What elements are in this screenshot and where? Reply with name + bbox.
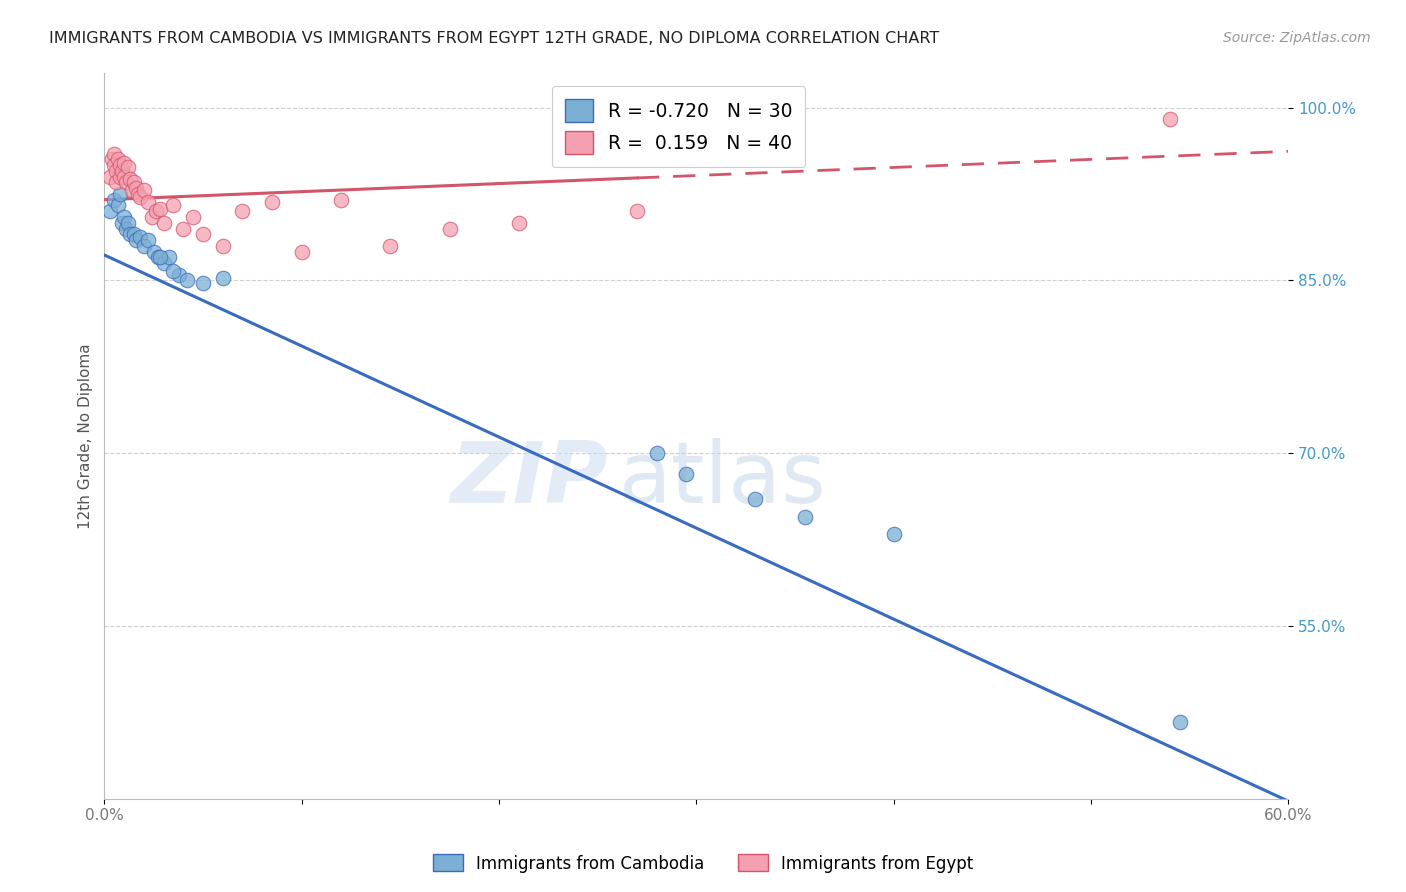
Point xyxy=(117,216,139,230)
Point xyxy=(172,221,194,235)
Point xyxy=(149,250,172,264)
Point xyxy=(111,216,134,230)
Point xyxy=(128,190,150,204)
Point xyxy=(330,193,353,207)
Point xyxy=(176,273,198,287)
Point xyxy=(152,256,174,270)
Point xyxy=(169,268,191,282)
Point xyxy=(162,264,184,278)
Point xyxy=(111,164,134,178)
Point xyxy=(103,146,125,161)
Point xyxy=(108,158,131,172)
Point xyxy=(136,233,159,247)
Point xyxy=(1159,112,1181,126)
Point xyxy=(121,184,143,198)
Point xyxy=(793,509,815,524)
Point xyxy=(211,271,233,285)
Text: Source: ZipAtlas.com: Source: ZipAtlas.com xyxy=(1223,31,1371,45)
Point xyxy=(101,153,124,167)
Point xyxy=(132,239,155,253)
Point xyxy=(103,193,125,207)
Point xyxy=(118,227,141,242)
Point xyxy=(112,210,135,224)
Point xyxy=(883,526,905,541)
Point xyxy=(211,239,233,253)
Point xyxy=(118,172,141,186)
Point xyxy=(145,204,167,219)
Point xyxy=(103,158,125,172)
Point xyxy=(107,198,129,212)
Point xyxy=(262,194,284,209)
Point xyxy=(132,184,155,198)
Point xyxy=(115,176,138,190)
Point xyxy=(159,250,181,264)
Point xyxy=(108,186,131,201)
Point xyxy=(162,198,184,212)
Point xyxy=(105,176,128,190)
Legend: Immigrants from Cambodia, Immigrants from Egypt: Immigrants from Cambodia, Immigrants fro… xyxy=(426,847,980,880)
Point xyxy=(112,169,135,184)
Point xyxy=(191,276,214,290)
Point xyxy=(108,169,131,184)
Point xyxy=(152,216,174,230)
Point xyxy=(125,181,148,195)
Point xyxy=(146,250,169,264)
Point xyxy=(122,176,145,190)
Point xyxy=(380,239,402,253)
Point xyxy=(117,161,139,175)
Point xyxy=(136,194,159,209)
Point xyxy=(626,204,648,219)
Point xyxy=(122,227,145,242)
Text: atlas: atlas xyxy=(619,438,827,521)
Point xyxy=(149,202,172,216)
Point xyxy=(675,467,697,481)
Point xyxy=(98,204,121,219)
Point xyxy=(105,164,128,178)
Legend: R = -0.720   N = 30, R =  0.159   N = 40: R = -0.720 N = 30, R = 0.159 N = 40 xyxy=(551,86,806,168)
Point xyxy=(127,186,149,201)
Point xyxy=(744,492,766,507)
Point xyxy=(141,210,163,224)
Point xyxy=(291,244,314,259)
Point xyxy=(98,169,121,184)
Point xyxy=(142,244,165,259)
Y-axis label: 12th Grade, No Diploma: 12th Grade, No Diploma xyxy=(79,343,93,529)
Point xyxy=(645,446,668,460)
Point xyxy=(128,229,150,244)
Point xyxy=(439,221,461,235)
Point xyxy=(508,216,530,230)
Text: ZIP: ZIP xyxy=(450,438,607,521)
Point xyxy=(125,233,148,247)
Point xyxy=(191,227,214,242)
Text: IMMIGRANTS FROM CAMBODIA VS IMMIGRANTS FROM EGYPT 12TH GRADE, NO DIPLOMA CORRELA: IMMIGRANTS FROM CAMBODIA VS IMMIGRANTS F… xyxy=(49,31,939,46)
Point xyxy=(231,204,253,219)
Point xyxy=(115,221,138,235)
Point xyxy=(112,156,135,170)
Point xyxy=(1168,714,1191,729)
Point xyxy=(181,210,204,224)
Point xyxy=(107,153,129,167)
